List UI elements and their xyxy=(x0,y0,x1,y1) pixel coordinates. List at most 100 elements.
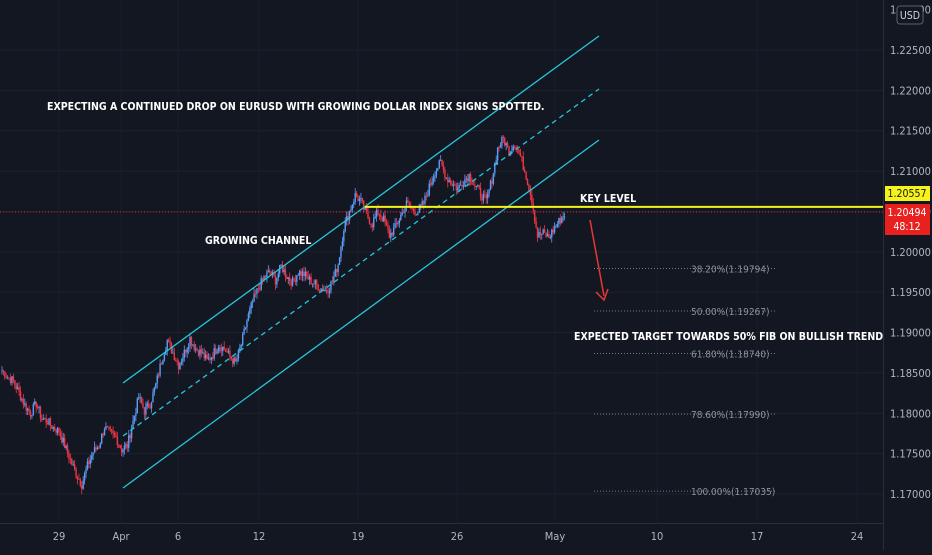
candle-body xyxy=(139,396,141,398)
candle-body xyxy=(552,229,554,233)
grid-lines xyxy=(0,49,883,495)
candle-body xyxy=(458,185,460,189)
candle-body xyxy=(374,216,376,219)
candle-body xyxy=(86,461,89,469)
current-price-value: 1.20494 xyxy=(887,207,926,219)
candle-body xyxy=(328,290,331,293)
candle-body xyxy=(434,175,436,178)
candle-body xyxy=(234,357,237,362)
candle-body xyxy=(44,418,46,420)
candle-body xyxy=(63,437,66,449)
candle-body xyxy=(539,231,542,235)
candle-body xyxy=(209,357,211,360)
candle-body xyxy=(516,148,519,150)
growing-channel[interactable] xyxy=(122,35,600,489)
candle-body xyxy=(56,427,59,433)
candle-body xyxy=(118,445,120,446)
candle-body xyxy=(65,445,67,449)
candle-body xyxy=(146,403,148,407)
candle-body xyxy=(324,289,327,291)
candle-body xyxy=(316,280,318,285)
fibonacci-levels[interactable]: 38.20%(1.19794) 50.00%(1.19267) 61.80%(1.1… xyxy=(594,264,775,498)
candle-body xyxy=(177,361,180,370)
candle-body xyxy=(48,418,50,425)
candle-body xyxy=(113,433,116,436)
candle-body xyxy=(71,459,73,465)
forecast-arrow[interactable] xyxy=(589,219,609,302)
candle-body xyxy=(269,270,271,272)
price-levels[interactable] xyxy=(0,205,883,213)
candle-body xyxy=(219,347,221,349)
time-tick-label: 19 xyxy=(352,530,365,543)
candle-body xyxy=(310,276,312,285)
candle-body xyxy=(371,224,374,228)
candle-body xyxy=(207,357,210,359)
candle-body xyxy=(501,136,503,146)
candle-body xyxy=(143,407,146,415)
candle-body xyxy=(387,224,389,230)
candle-body xyxy=(303,271,305,277)
candle-body xyxy=(364,207,366,210)
candle-body xyxy=(189,336,191,347)
candle-body xyxy=(528,184,530,191)
currency-button[interactable]: USD xyxy=(896,5,924,25)
candle-body xyxy=(132,420,134,429)
candle-body xyxy=(79,479,82,486)
candle-body xyxy=(217,347,220,352)
candle-body xyxy=(357,197,359,202)
candle-body xyxy=(261,278,264,280)
candle-body xyxy=(511,150,513,152)
candle-body xyxy=(542,229,544,234)
candle-body xyxy=(402,211,405,214)
channel-mid-line xyxy=(122,88,600,437)
candle-body xyxy=(488,189,490,194)
time-axis[interactable]: 29 Apr 6 12 19 26 May 10 17 24 xyxy=(53,530,864,543)
candle-body xyxy=(335,268,338,273)
candle-body xyxy=(9,377,12,384)
time-tick-label: 26 xyxy=(451,530,464,543)
key-level-badge: 1.20557 xyxy=(885,186,930,201)
candle-body xyxy=(355,193,358,198)
candle-body xyxy=(561,217,563,224)
candle-body xyxy=(429,183,432,185)
currency-label: USD xyxy=(900,10,920,22)
candle-body xyxy=(203,352,205,359)
candle-body xyxy=(431,181,433,185)
candle-body xyxy=(287,277,289,279)
candle-body xyxy=(98,447,100,449)
candle-body xyxy=(216,351,218,354)
candle-body xyxy=(93,447,96,453)
candle-body xyxy=(333,276,335,283)
candle-body xyxy=(140,396,143,404)
candle-body xyxy=(123,445,126,450)
candle-body xyxy=(250,302,252,309)
candle-body xyxy=(347,216,349,221)
candle-body xyxy=(185,349,187,353)
time-tick-label: Apr xyxy=(112,530,130,543)
candle-body xyxy=(179,363,181,370)
candle-body xyxy=(291,278,294,286)
candle-body xyxy=(435,170,438,176)
candle-body xyxy=(512,146,515,151)
candle-body xyxy=(373,218,375,228)
time-tick-label: 29 xyxy=(53,530,66,543)
candle-body xyxy=(72,464,74,466)
key-level-value: 1.20557 xyxy=(887,188,926,200)
candle-body xyxy=(160,363,163,365)
candle-body xyxy=(388,229,391,238)
candle-body xyxy=(85,468,87,474)
candle-body xyxy=(213,348,215,359)
candle-body xyxy=(136,398,139,414)
candle-body xyxy=(38,406,40,408)
candle-body xyxy=(358,198,361,202)
candle-body xyxy=(546,233,549,237)
price-tick-label: 1.18500 xyxy=(890,367,931,380)
candle-body xyxy=(348,211,351,221)
candle-body xyxy=(522,156,524,170)
candle-body xyxy=(147,403,150,408)
candle-body xyxy=(281,264,284,273)
candle-body xyxy=(194,348,197,350)
candle-body xyxy=(361,198,364,201)
